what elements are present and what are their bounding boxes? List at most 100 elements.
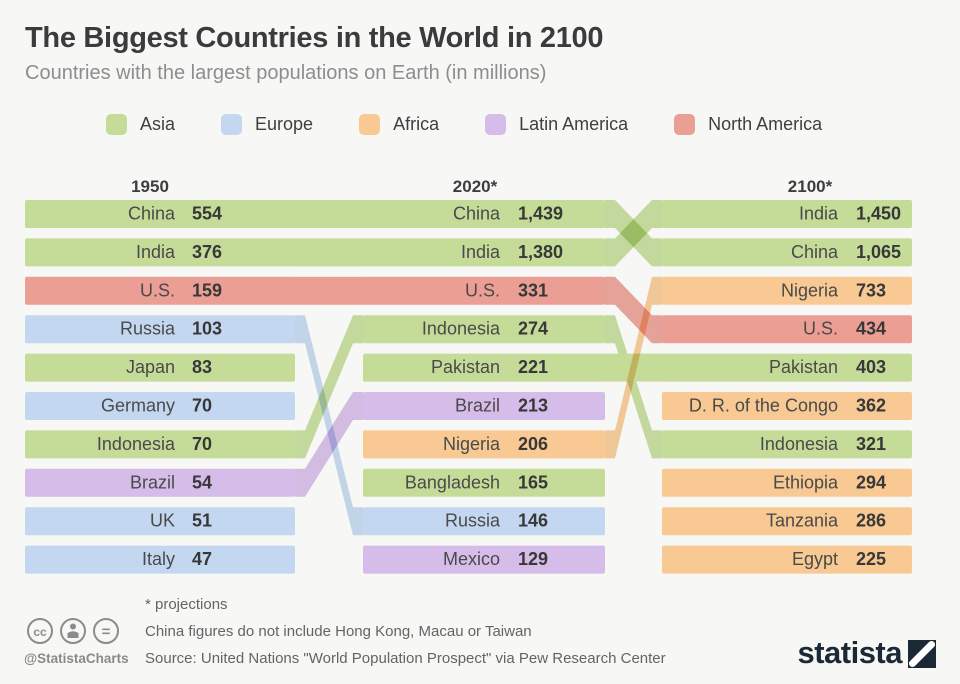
flow-u-s-: [294, 276, 364, 305]
country-label-1950-u-s-: U.S.: [140, 280, 175, 300]
person-head: [70, 623, 76, 630]
bar-1950-germany: [25, 392, 295, 420]
country-label-1950-germany: Germany: [101, 396, 175, 416]
bar-2100-china: [662, 238, 912, 267]
legend-item-europe: Europe: [221, 114, 313, 135]
country-label-2020-nigeria: Nigeria: [443, 434, 501, 454]
flow-china: [294, 200, 364, 228]
bar-1950-italy: [25, 545, 295, 574]
asia-color-swatch: [106, 114, 127, 135]
value-label-1950-italy: 47: [192, 549, 212, 569]
no-derivatives-icon: [93, 618, 119, 644]
legend: Asia Europe Africa Latin America North A…: [106, 114, 822, 135]
page-subtitle: Countries with the largest populations o…: [25, 62, 547, 84]
country-label-2100-nigeria: Nigeria: [781, 280, 839, 300]
legend-label: North America: [708, 114, 823, 134]
equals-glyph: =: [102, 624, 111, 641]
country-label-1950-uk: UK: [150, 511, 175, 531]
country-label-2020-brazil: Brazil: [455, 396, 500, 416]
country-label-2020-mexico: Mexico: [443, 549, 500, 569]
country-label-2020-indonesia: Indonesia: [422, 319, 501, 339]
value-label-1950-india: 376: [192, 242, 222, 262]
statista-wordmark: statista: [797, 635, 902, 670]
africa-color-swatch: [359, 114, 381, 135]
legend-label: Latin America: [519, 114, 629, 134]
value-label-2100-tanzania: 286: [856, 511, 886, 531]
bar-2020-nigeria: [363, 430, 605, 459]
country-label-1950-indonesia: Indonesia: [97, 434, 176, 454]
country-label-2020-russia: Russia: [445, 511, 501, 531]
bar-2020-indonesia: [363, 315, 605, 344]
value-label-2100-india: 1,450: [856, 204, 901, 224]
flow-indonesia: [295, 315, 363, 459]
value-label-2020-mexico: 129: [518, 549, 548, 569]
value-label-2100-d-r-of-the-congo: 362: [856, 396, 886, 416]
country-label-2100-ethiopia: Ethiopia: [773, 472, 839, 492]
country-label-2100-india: India: [799, 204, 839, 224]
flow-pakistan: [604, 353, 663, 382]
statista-logo-mark: [908, 640, 936, 668]
latin-america-color-swatch: [485, 114, 507, 135]
country-label-2100-china: China: [791, 242, 839, 262]
bar-2100-india: [662, 200, 912, 228]
legend-item-north-america: North America: [674, 114, 822, 135]
column-header-2100: 2100*: [788, 177, 833, 196]
bar-2100-ethiopia: [662, 468, 912, 497]
value-label-1950-china: 554: [192, 204, 222, 224]
bar-2100-d-r-of-the-congo: [662, 392, 912, 420]
projections-footnote: * projections: [145, 596, 228, 613]
flow-india: [294, 238, 364, 267]
bar-2100-pakistan: [662, 353, 912, 382]
bar-2100-egypt: [662, 545, 912, 574]
country-label-2020-u-s-: U.S.: [465, 280, 500, 300]
country-label-2020-pakistan: Pakistan: [431, 357, 500, 377]
country-label-2100-indonesia: Indonesia: [760, 434, 839, 454]
column-header-1950: 1950: [131, 177, 169, 196]
cc-license-icons: cc =: [27, 618, 119, 644]
value-label-2020-u-s-: 331: [518, 280, 548, 300]
country-label-2020-india: India: [461, 242, 501, 262]
footnotes: * projections China figures do not inclu…: [145, 591, 666, 672]
value-label-1950-uk: 51: [192, 511, 212, 531]
bar-2020-bangladesh: [363, 468, 605, 497]
bar-1950-uk: [25, 507, 295, 536]
bar-1950-china: [25, 200, 295, 228]
china-footnote: China figures do not include Hong Kong, …: [145, 623, 532, 640]
legend-label: Africa: [393, 114, 440, 134]
flow-nigeria: [605, 276, 662, 459]
value-label-2100-indonesia: 321: [856, 434, 886, 454]
value-label-2020-pakistan: 221: [518, 357, 548, 377]
country-label-2100-pakistan: Pakistan: [769, 357, 838, 377]
cc-license-badge: cc =: [26, 617, 122, 652]
bar-1950-japan: [25, 353, 295, 382]
bar-2020-brazil: [363, 392, 605, 420]
europe-color-swatch: [221, 114, 243, 135]
page-title: The Biggest Countries in the World in 21…: [25, 22, 604, 54]
column-header-2020: 2020*: [453, 177, 498, 196]
legend-item-africa: Africa: [359, 114, 439, 135]
bar-2020-u-s-: [363, 276, 605, 305]
bar-2100-indonesia: [662, 430, 912, 459]
flow-india: [605, 200, 662, 267]
legend-label: Europe: [255, 114, 314, 134]
value-label-2020-bangladesh: 165: [518, 472, 548, 492]
bar-2100-nigeria: [662, 276, 912, 305]
value-label-1950-japan: 83: [192, 357, 212, 377]
flow-china: [605, 200, 662, 267]
value-label-2020-russia: 146: [518, 511, 548, 531]
country-label-2020-bangladesh: Bangladesh: [405, 472, 500, 492]
value-label-2100-pakistan: 403: [856, 357, 886, 377]
value-label-2100-egypt: 225: [856, 549, 886, 569]
bar-2100-u-s-: [662, 315, 912, 344]
country-label-1950-india: India: [136, 242, 176, 262]
north-america-color-swatch: [674, 114, 696, 135]
person-body: [67, 631, 79, 638]
value-label-1950-germany: 70: [192, 396, 212, 416]
flow-russia: [295, 315, 363, 536]
legend-label: Asia: [140, 114, 176, 134]
statista-logo: statista: [797, 637, 936, 668]
statista-charts-handle: @StatistaCharts: [24, 651, 129, 666]
bar-2020-india: [363, 238, 605, 267]
value-label-2020-brazil: 213: [518, 396, 548, 416]
